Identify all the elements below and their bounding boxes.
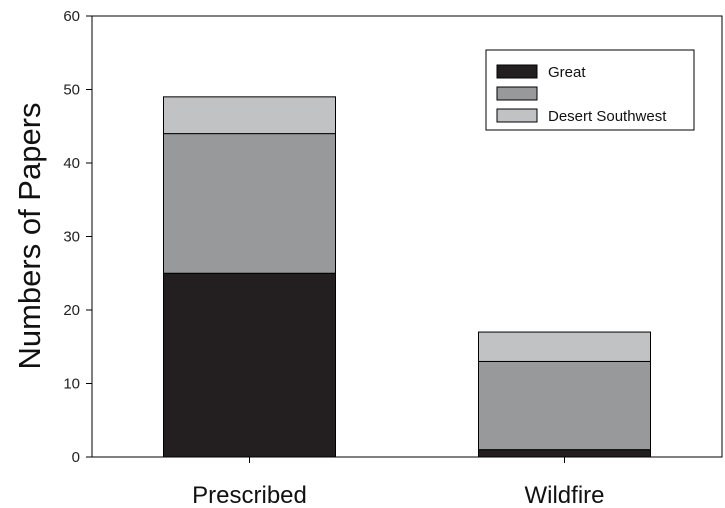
legend-label: Desert Southwest (548, 108, 667, 125)
legend-swatch (496, 108, 538, 123)
bar-segment-1-2 (163, 133, 336, 274)
legend-label: Great (548, 64, 586, 81)
plot-area (91, 15, 723, 458)
legend-swatch (496, 86, 538, 101)
y-tick-label: 20 (63, 302, 80, 319)
x-category-label: Prescribed (192, 482, 307, 508)
legend-swatch (496, 64, 538, 79)
bar-segment-2-1 (478, 449, 651, 458)
y-tick-label: 10 (63, 376, 80, 393)
bar-segment-1-3 (163, 96, 336, 135)
y-tick-label: 50 (63, 82, 80, 99)
legend: Great Desert Southwest (485, 49, 695, 131)
bar-segment-2-2 (478, 360, 651, 451)
y-axis: 0 10 20 30 40 50 60 (63, 8, 92, 466)
y-tick-label: 30 (63, 229, 80, 246)
y-axis-title: Numbers of Papers (12, 102, 47, 369)
y-tick-label: 0 (72, 449, 80, 466)
bar-segment-2-3 (478, 331, 651, 362)
y-tick-label: 60 (63, 8, 80, 25)
y-tick-label: 40 (63, 155, 80, 172)
x-axis: Prescribed Wildfire (192, 457, 605, 508)
x-category-label: Wildfire (524, 482, 604, 508)
bar-segment-1-1 (163, 272, 336, 458)
